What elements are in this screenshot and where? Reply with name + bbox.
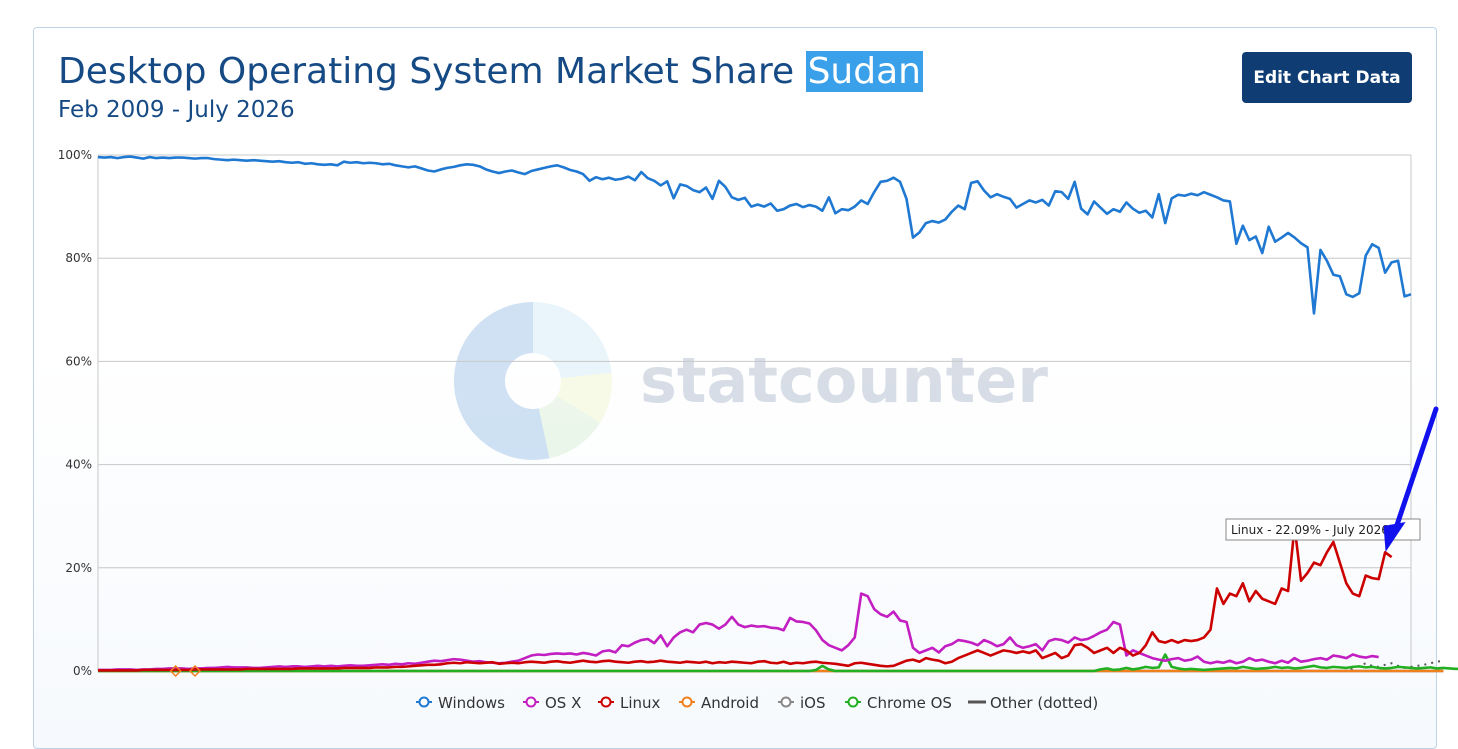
series-line-chromeos bbox=[98, 653, 1458, 673]
watermark-text: statcounter bbox=[640, 344, 1048, 417]
legend-item-chromeos[interactable]: Chrome OS bbox=[845, 694, 952, 712]
market-share-chart: statcounter 0% 20% 40% 60% 80% 100% Linux - 22.… bbox=[58, 148, 1458, 712]
statcounter-watermark: statcounter bbox=[453, 302, 1048, 460]
legend-item-osx[interactable]: OS X bbox=[523, 694, 581, 712]
legend-circle-icon bbox=[600, 696, 612, 708]
title-region-highlight[interactable]: Sudan bbox=[805, 51, 923, 92]
legend-circle-icon bbox=[847, 696, 859, 708]
chart-card bbox=[33, 27, 1437, 749]
legend-item-other[interactable]: Other (dotted) bbox=[968, 694, 1098, 712]
title-prefix: Desktop Operating System Market Share bbox=[58, 51, 795, 92]
legend-item-linux[interactable]: Linux bbox=[598, 694, 661, 712]
legend-item-windows[interactable]: Windows bbox=[416, 694, 505, 712]
legend-label: OS X bbox=[545, 694, 581, 712]
series-line-osx bbox=[98, 592, 1379, 672]
linux-tooltip: Linux - 22.09% - July 2026 bbox=[1225, 518, 1421, 541]
legend-item-android[interactable]: Android bbox=[679, 694, 759, 712]
series-marker-android[interactable] bbox=[188, 664, 202, 678]
date-range-subtitle: Feb 2009 - July 2026 bbox=[58, 97, 295, 123]
y-tick-label: 100% bbox=[58, 148, 92, 162]
edit-chart-data-button[interactable]: Edit Chart Data bbox=[1242, 52, 1412, 103]
y-tick-label: 0% bbox=[73, 664, 92, 678]
watermark-logo-segment bbox=[453, 302, 550, 460]
tooltip-text: Linux - 22.09% - July 2026 bbox=[1231, 523, 1389, 537]
series-line-linux bbox=[98, 525, 1393, 672]
y-tick-label: 60% bbox=[65, 354, 92, 368]
legend-label: Android bbox=[701, 694, 759, 712]
legend-label: Linux bbox=[620, 694, 661, 712]
legend-label: Other (dotted) bbox=[990, 694, 1098, 712]
legend-label: iOS bbox=[800, 694, 826, 712]
series-line-windows bbox=[97, 155, 1412, 315]
tooltip-box bbox=[1225, 518, 1421, 541]
legend-circle-icon bbox=[681, 696, 693, 708]
y-tick-label: 40% bbox=[65, 458, 92, 472]
legend-item-ios[interactable]: iOS bbox=[778, 694, 826, 712]
legend-circle-icon bbox=[780, 696, 792, 708]
series-marker-android[interactable] bbox=[169, 664, 182, 678]
legend-label: Windows bbox=[438, 694, 505, 712]
legend-circle-icon bbox=[525, 696, 537, 708]
y-tick-label: 20% bbox=[65, 561, 92, 575]
watermark-logo-segment bbox=[533, 302, 612, 379]
y-tick-label: 80% bbox=[65, 251, 92, 265]
legend-label: Chrome OS bbox=[867, 694, 952, 712]
watermark-logo-segment bbox=[556, 372, 612, 423]
annotation-arrow-head bbox=[1383, 522, 1406, 553]
watermark-logo-segment bbox=[538, 395, 600, 459]
page-title: Desktop Operating System Market Share Su… bbox=[58, 48, 923, 96]
annotation-arrow-shaft bbox=[1392, 406, 1439, 535]
legend-circle-icon bbox=[418, 696, 430, 708]
chart-legend: Windows OS X Linux Android iOS Chrome OS Other… bbox=[416, 694, 1098, 712]
